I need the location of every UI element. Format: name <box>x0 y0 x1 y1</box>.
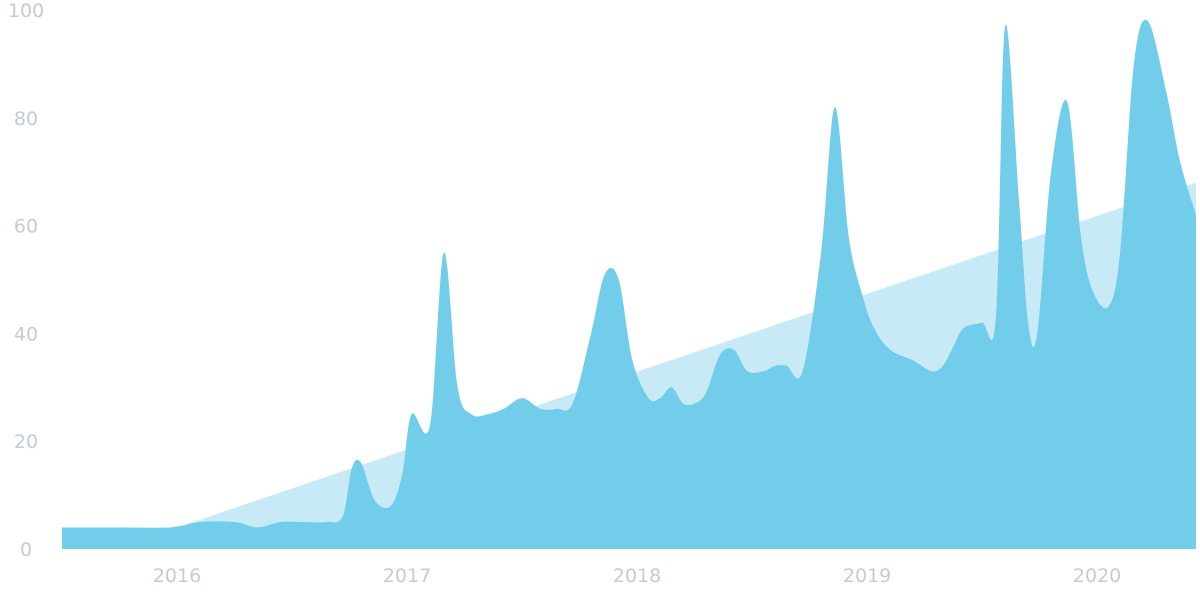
y-axis-ticks: 0 20 40 60 80 100 <box>8 0 44 561</box>
x-tick-label: 2018 <box>613 565 661 587</box>
x-tick-label: 2017 <box>383 565 431 587</box>
chart-areas <box>62 19 1196 550</box>
y-tick-label: 0 <box>20 539 32 561</box>
x-tick-label: 2019 <box>843 565 891 587</box>
y-tick-label: 60 <box>14 216 38 238</box>
y-tick-label: 100 <box>8 0 44 22</box>
x-tick-label: 2016 <box>153 565 201 587</box>
y-tick-label: 20 <box>14 431 38 453</box>
x-tick-label: 2020 <box>1073 565 1121 587</box>
y-tick-label: 80 <box>14 108 38 130</box>
x-axis-ticks: 2016 2017 2018 2019 2020 <box>153 565 1121 587</box>
interest-area <box>62 19 1196 549</box>
y-tick-label: 40 <box>14 323 38 345</box>
